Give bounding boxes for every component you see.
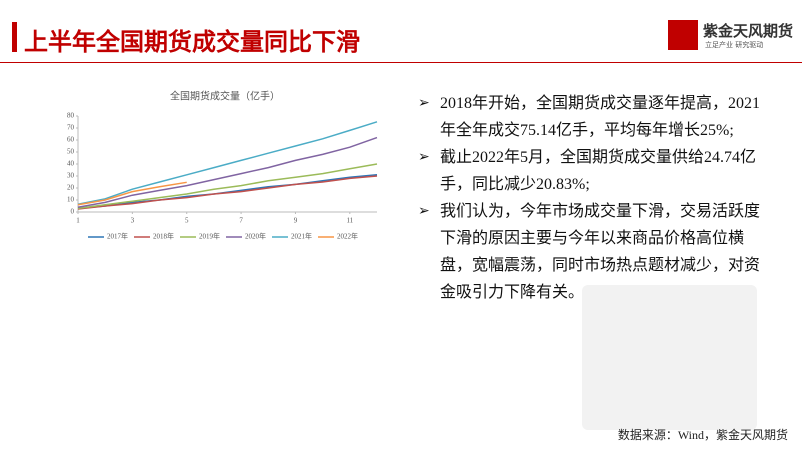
title-bar	[12, 22, 17, 52]
legend-label: 2022年	[337, 232, 358, 241]
source: 数据来源：Wind，紫金天风期货	[617, 428, 788, 442]
chart-title: 全国期货成交量（亿手）	[170, 89, 280, 102]
header-rule	[0, 62, 802, 63]
series-line	[77, 174, 378, 210]
slide-title: 上半年全国期货成交量同比下滑	[24, 28, 360, 56]
bullet: 截止2022年5月，全国期货成交量供给24.74亿手，同比减少20.83%;	[418, 144, 773, 198]
x-tick-label: 1	[76, 217, 80, 225]
y-tick-label: 10	[67, 196, 75, 204]
logo-mark	[668, 20, 698, 50]
logo-text: 紫金天风期货	[703, 22, 794, 40]
series-line	[77, 136, 378, 208]
y-tick-label: 40	[67, 160, 75, 168]
series-line	[77, 181, 187, 206]
legend-label: 2021年	[291, 232, 312, 241]
logo-tagline: 立足产业 研究驱动	[705, 41, 764, 49]
x-tick-label: 9	[294, 217, 298, 225]
series-line	[77, 175, 378, 210]
legend-label: 2018年	[153, 232, 174, 241]
x-tick-label: 7	[239, 217, 243, 225]
watermark	[582, 285, 757, 430]
bullet: 我们认为，今年市场成交量下滑，交易活跃度下滑的原因主要与今年以来商品价格高位横盘…	[418, 198, 773, 306]
series-line	[77, 163, 378, 210]
legend-label: 2019年	[199, 232, 220, 241]
x-tick-label: 5	[185, 217, 189, 225]
x-tick-label: 3	[131, 217, 135, 225]
y-tick-label: 80	[67, 112, 75, 120]
legend-label: 2020年	[245, 232, 266, 241]
y-tick-label: 50	[67, 148, 75, 156]
y-tick-label: 20	[67, 184, 75, 192]
y-tick-label: 60	[67, 136, 75, 144]
y-tick-label: 70	[67, 124, 75, 132]
legend-label: 2017年	[107, 232, 128, 241]
y-tick-label: 30	[67, 172, 75, 180]
x-tick-label: 11	[346, 217, 353, 225]
y-tick-label: 0	[71, 208, 75, 216]
bullet-list: 2018年开始，全国期货成交量逐年提高，2021年全年成交75.14亿手，平均每…	[418, 90, 773, 306]
series-line	[77, 121, 378, 205]
bullet: 2018年开始，全国期货成交量逐年提高，2021年全年成交75.14亿手，平均每…	[418, 90, 773, 144]
